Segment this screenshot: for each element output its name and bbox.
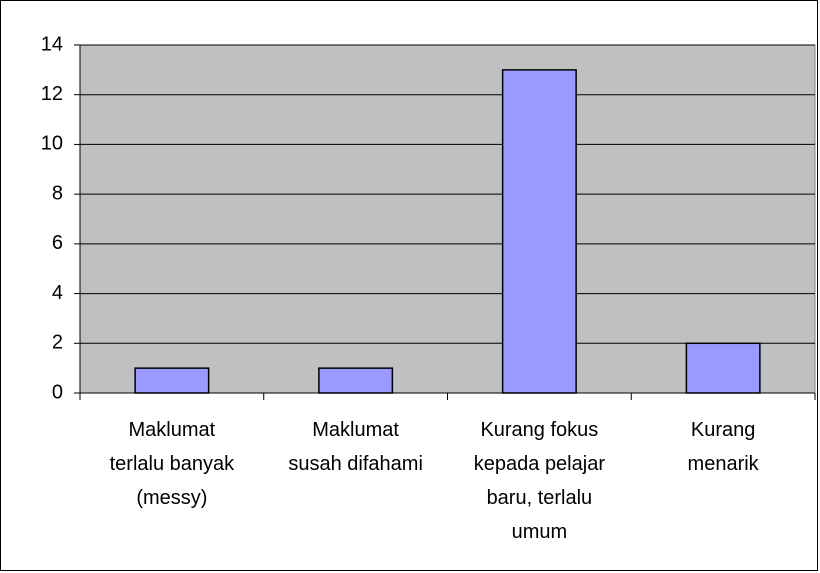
bar	[318, 367, 394, 394]
bar	[134, 367, 210, 394]
bar	[685, 342, 761, 394]
plot-area	[79, 44, 816, 394]
y-tick-label: 10	[41, 133, 63, 155]
y-tick-label: 0	[52, 381, 63, 403]
y-tick-label: 14	[41, 33, 63, 55]
y-tick-label: 6	[52, 232, 63, 254]
bar	[501, 69, 577, 394]
y-tick-label: 12	[41, 83, 63, 105]
x-tick-label: Kurang fokus kepada pelajar baru, terlal…	[473, 419, 605, 543]
y-tick-label: 4	[52, 282, 63, 304]
y-tick-label: 2	[52, 332, 63, 354]
y-tick-label: 8	[52, 182, 63, 204]
x-tick-label: Maklumat terlalu banyak (messy)	[109, 419, 235, 509]
x-tick-label: Maklumat susah difahami	[288, 419, 423, 475]
x-tick-label: Kurang menarik	[687, 419, 759, 475]
